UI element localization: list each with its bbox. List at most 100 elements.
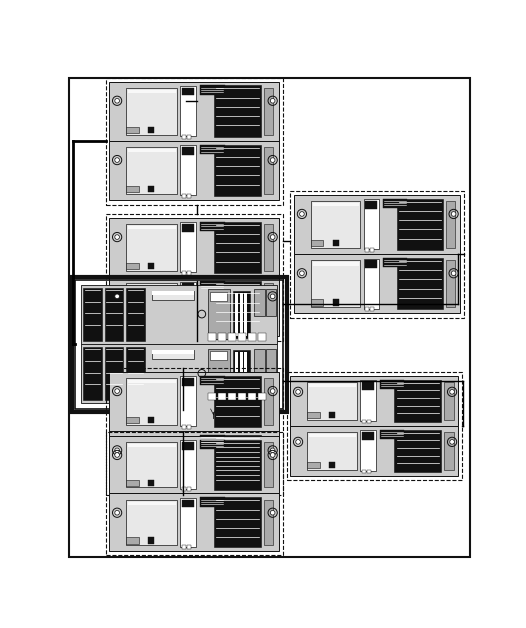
Bar bbox=[109, 372, 279, 431]
Bar bbox=[239, 293, 242, 337]
Bar bbox=[397, 258, 443, 310]
Bar bbox=[148, 127, 154, 133]
Bar bbox=[362, 382, 375, 389]
Bar bbox=[152, 291, 194, 295]
Bar bbox=[329, 462, 335, 468]
Bar bbox=[264, 283, 274, 330]
Bar bbox=[360, 381, 376, 421]
Bar bbox=[148, 417, 154, 423]
Bar bbox=[214, 497, 261, 548]
Bar bbox=[199, 497, 225, 507]
Bar bbox=[128, 502, 176, 505]
Bar bbox=[187, 194, 191, 198]
Bar bbox=[238, 392, 246, 400]
Bar bbox=[214, 435, 261, 487]
Bar bbox=[72, 277, 287, 412]
Bar bbox=[126, 417, 139, 423]
Bar bbox=[152, 350, 194, 359]
Bar bbox=[244, 293, 247, 337]
Bar bbox=[126, 288, 145, 341]
Bar bbox=[109, 218, 279, 277]
Bar bbox=[81, 285, 277, 344]
Bar bbox=[187, 425, 191, 429]
Bar bbox=[287, 372, 462, 480]
Circle shape bbox=[451, 212, 456, 216]
Bar bbox=[106, 78, 282, 205]
Bar bbox=[180, 436, 196, 486]
Bar bbox=[182, 500, 194, 507]
Bar bbox=[105, 347, 123, 400]
Bar bbox=[218, 333, 226, 341]
Bar bbox=[394, 430, 441, 472]
Bar bbox=[187, 330, 191, 334]
Circle shape bbox=[115, 99, 119, 103]
Bar bbox=[128, 226, 176, 229]
Bar bbox=[290, 376, 458, 426]
Bar bbox=[126, 538, 139, 543]
Bar bbox=[380, 379, 404, 389]
Bar bbox=[182, 283, 194, 291]
Circle shape bbox=[296, 389, 300, 394]
Bar bbox=[182, 442, 194, 450]
Bar bbox=[444, 432, 453, 470]
Bar bbox=[258, 333, 266, 341]
Bar bbox=[248, 392, 256, 400]
Bar bbox=[126, 480, 139, 486]
Bar bbox=[106, 214, 282, 341]
Circle shape bbox=[270, 158, 275, 163]
Bar bbox=[264, 147, 274, 194]
Bar bbox=[182, 147, 194, 154]
Bar bbox=[81, 344, 277, 403]
Bar bbox=[235, 352, 238, 396]
Bar bbox=[307, 412, 320, 418]
Bar bbox=[214, 222, 261, 273]
Bar bbox=[148, 323, 154, 328]
Bar bbox=[333, 240, 339, 246]
Bar bbox=[311, 260, 360, 307]
Bar bbox=[128, 440, 176, 443]
Bar bbox=[329, 412, 335, 418]
Bar bbox=[187, 484, 191, 488]
Bar bbox=[187, 545, 191, 549]
Circle shape bbox=[115, 235, 119, 239]
Bar bbox=[228, 333, 236, 341]
Bar bbox=[258, 392, 266, 400]
Bar bbox=[148, 477, 154, 483]
Bar bbox=[370, 307, 375, 311]
Bar bbox=[128, 286, 176, 289]
Bar bbox=[235, 293, 238, 337]
Bar bbox=[83, 288, 102, 341]
Circle shape bbox=[270, 235, 275, 239]
Bar bbox=[126, 477, 139, 483]
Bar bbox=[214, 376, 261, 427]
Bar bbox=[362, 470, 366, 474]
Bar bbox=[365, 201, 377, 208]
Bar bbox=[199, 222, 225, 231]
Bar bbox=[199, 376, 225, 385]
Bar bbox=[126, 323, 139, 328]
Bar bbox=[152, 291, 194, 300]
Bar bbox=[180, 376, 196, 426]
Bar bbox=[182, 271, 186, 275]
Bar bbox=[309, 384, 356, 387]
Bar bbox=[106, 368, 282, 495]
Bar bbox=[444, 382, 453, 420]
Bar bbox=[126, 263, 139, 269]
Bar bbox=[199, 85, 225, 95]
Bar bbox=[307, 462, 320, 468]
Circle shape bbox=[270, 453, 275, 457]
Circle shape bbox=[300, 271, 304, 276]
Bar bbox=[214, 144, 261, 196]
Bar bbox=[199, 435, 225, 444]
Bar bbox=[128, 90, 176, 93]
Bar bbox=[182, 330, 186, 334]
Bar bbox=[148, 538, 154, 543]
Bar bbox=[360, 430, 376, 471]
Bar bbox=[228, 392, 236, 400]
Circle shape bbox=[450, 440, 454, 444]
Bar bbox=[210, 351, 227, 360]
Circle shape bbox=[115, 448, 119, 453]
Bar bbox=[180, 282, 196, 332]
Bar bbox=[383, 198, 408, 208]
Bar bbox=[128, 149, 176, 153]
